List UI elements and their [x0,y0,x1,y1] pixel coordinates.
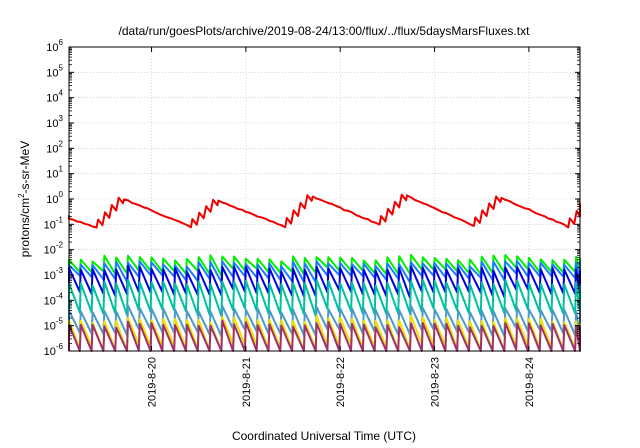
y-tick-label: 101 [46,165,63,181]
series-line [68,193,581,229]
x-tick-label: 2019-8-23 [430,357,442,407]
y-tick-label: 10-5 [44,317,64,333]
y-tick-label: 10-3 [44,266,64,282]
x-tick-label: 2019-8-22 [335,357,347,407]
series-layer [68,193,581,352]
y-tick-label: 105 [46,63,63,79]
x-tick-label: 2019-8-20 [147,357,159,407]
chart-title: /data/run/goesPlots/archive/2019-08-24/1… [119,24,531,38]
y-tick-label: 106 [46,38,63,54]
y-tick-label: 104 [46,89,63,105]
x-axis: 2019-8-20 2019-8-21 2019-8-22 2019-8-23 2019… [147,47,536,407]
series-line [68,319,581,352]
y-tick-label: 103 [46,114,63,130]
y-axis: 10-6 10-5 10-4 10-3 10-2 10-1 100 101 102 103 104 1… [44,38,580,358]
x-axis-label: Coordinated Universal Time (UTC) [232,429,416,443]
y-axis-label-suffix: -s-sr-MeV [18,141,32,194]
y-axis-label-sup: 2 [17,193,26,198]
y-tick-label: 10-4 [44,291,64,307]
y-tick-label: 10-1 [44,215,64,231]
y-tick-label: 102 [46,139,63,155]
y-tick-label: 100 [46,190,63,206]
y-axis-label: protons/cm2-s-sr-MeV [17,141,32,257]
x-tick-label: 2019-8-24 [524,357,536,407]
x-tick-label: 2019-8-21 [241,357,253,407]
y-tick-label: 10-2 [44,241,64,257]
y-axis-label-prefix: protons/cm [18,198,32,257]
y-tick-label: 10-6 [44,342,64,358]
